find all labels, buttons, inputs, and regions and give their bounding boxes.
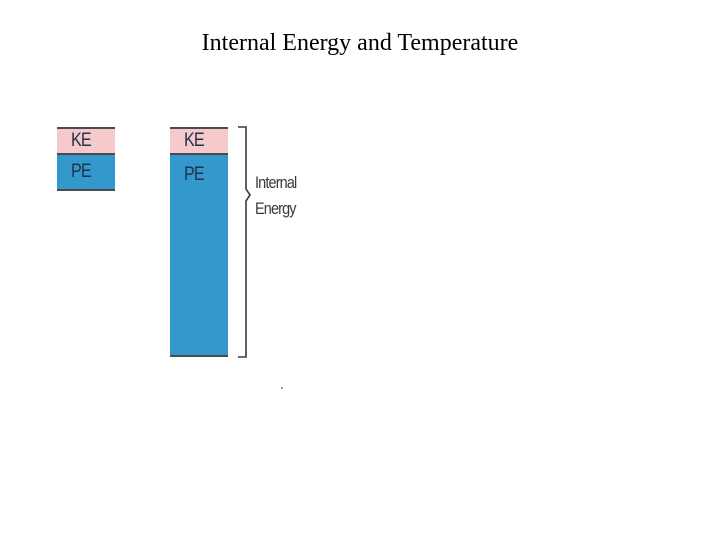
- page-title: Internal Energy and Temperature: [201, 30, 519, 56]
- small-bar-potential-energy-segment: PE: [57, 153, 115, 191]
- large-bar-kinetic-energy-segment: KE: [170, 127, 228, 155]
- stray-dot: [281, 387, 283, 389]
- internal-energy-label: Internal Energy: [255, 170, 304, 222]
- large-bar-ke-label: KE: [184, 130, 205, 151]
- small-bar-pe-label: PE: [71, 161, 92, 182]
- large-bar-pe-label: PE: [184, 164, 205, 185]
- internal-energy-label-line2: Energy: [255, 199, 297, 218]
- small-energy-bar: KE PE: [57, 127, 115, 191]
- internal-energy-label-line1: Internal: [255, 173, 297, 192]
- large-bar-potential-energy-segment: PE: [170, 153, 228, 357]
- small-bar-ke-label: KE: [71, 130, 92, 151]
- internal-energy-brace: [238, 126, 251, 358]
- large-energy-bar: KE PE: [170, 127, 228, 357]
- small-bar-kinetic-energy-segment: KE: [57, 127, 115, 155]
